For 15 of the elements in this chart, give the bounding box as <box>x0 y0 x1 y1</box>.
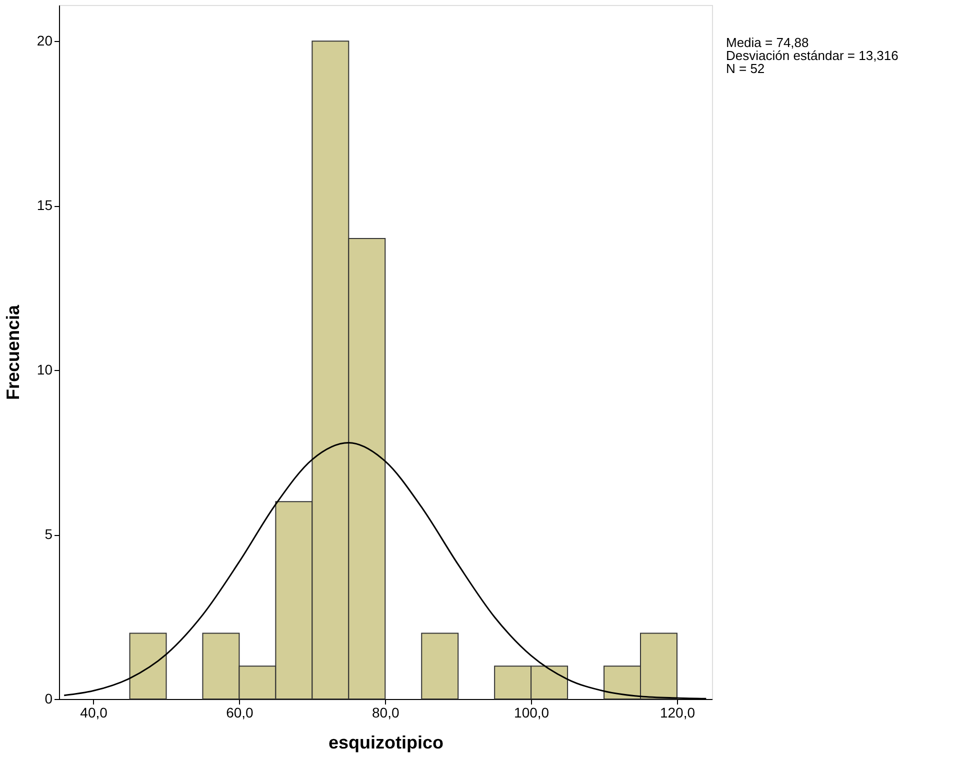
x-tick-label: 120,0 <box>660 704 696 720</box>
y-tick-label: 5 <box>44 526 53 542</box>
x-tick-label: 80,0 <box>372 704 400 720</box>
y-tick-label: 10 <box>36 362 53 378</box>
y-axis-title: Frecuencia <box>2 304 23 400</box>
x-tick-label: 60,0 <box>226 704 254 720</box>
y-tick-label: 0 <box>44 690 53 706</box>
y-tick-label: 20 <box>36 32 53 49</box>
x-tick-label: 40,0 <box>80 704 108 720</box>
text: N = 52 <box>726 61 765 76</box>
y-tick-label: 15 <box>36 197 53 214</box>
x-tick-label: 100,0 <box>514 704 550 720</box>
text: Desviación estándar = 13,316 <box>726 48 898 63</box>
x-axis-title: esquizotipico <box>328 732 444 752</box>
text: Media = 74,88 <box>726 35 809 50</box>
